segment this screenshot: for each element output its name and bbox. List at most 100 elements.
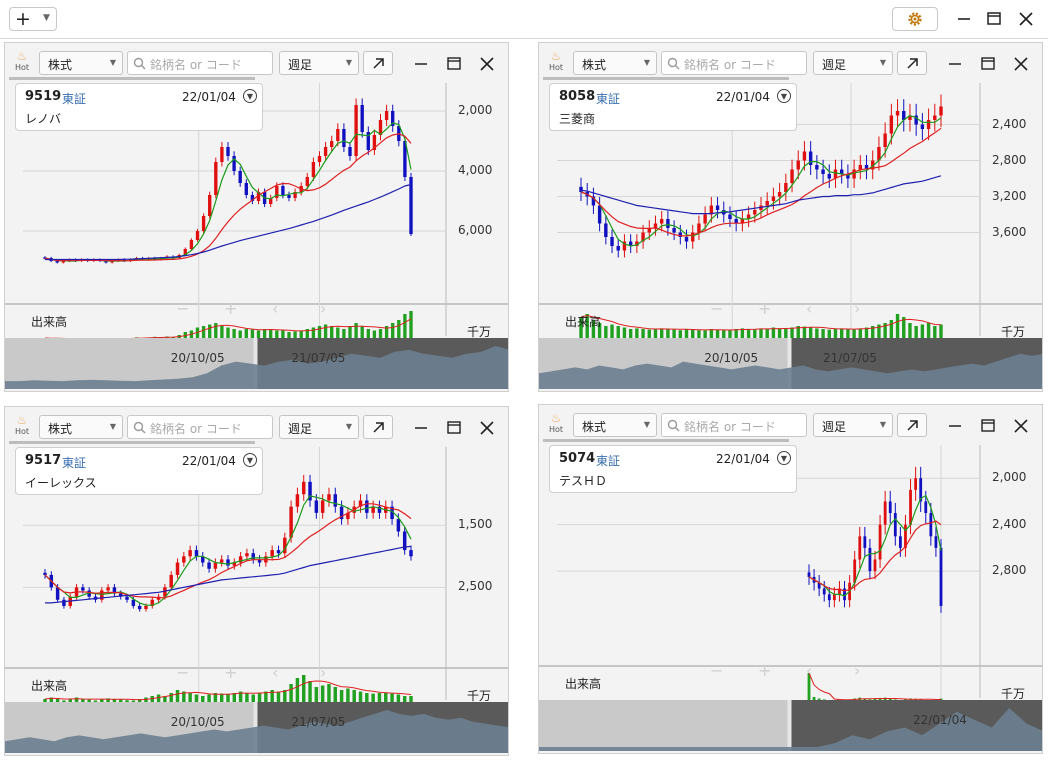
chevron-down-icon[interactable]: ▼ <box>243 453 257 467</box>
zoom-in-icon[interactable]: + <box>224 663 238 682</box>
security-type-select[interactable]: 株式 ▼ <box>39 415 123 439</box>
hot-button[interactable]: ♨ Hot <box>545 50 567 76</box>
zoom-out-icon[interactable]: − <box>176 663 190 682</box>
volume-bar <box>295 678 300 705</box>
maximize-icon[interactable] <box>978 416 998 436</box>
volume-ma-line <box>580 314 942 331</box>
symbol-search-input[interactable]: 銘柄名 or コード <box>661 413 807 437</box>
pan-left-icon[interactable]: ‹ <box>272 299 279 318</box>
popout-button[interactable] <box>363 51 393 75</box>
flame-icon: ♨ <box>16 413 28 427</box>
popout-button[interactable] <box>897 51 927 75</box>
candle-body <box>691 232 695 242</box>
minimize-icon[interactable] <box>945 54 965 74</box>
symbol-search-input[interactable]: 銘柄名 or コード <box>127 51 273 75</box>
close-icon[interactable] <box>1015 8 1037 30</box>
minimize-icon[interactable] <box>411 54 431 74</box>
candle-body <box>610 237 614 246</box>
popout-button[interactable] <box>897 413 927 437</box>
volume-ma-line <box>808 672 941 701</box>
pan-right-icon[interactable]: › <box>320 299 327 318</box>
security-type-select[interactable]: 株式 ▼ <box>39 51 123 75</box>
symbol-name: テスＨＤ <box>559 474 608 488</box>
minimize-icon[interactable] <box>953 8 975 30</box>
chevron-down-icon[interactable]: ▼ <box>243 89 257 103</box>
candle-body <box>251 553 255 560</box>
candle-body <box>709 205 714 215</box>
volume-bar <box>753 329 757 341</box>
hot-button[interactable]: ♨ Hot <box>11 414 33 440</box>
pan-left-icon[interactable]: ‹ <box>272 663 279 682</box>
volume-bar <box>213 693 218 705</box>
ma-long-line <box>45 183 412 261</box>
hot-button[interactable]: ♨ Hot <box>545 412 567 438</box>
candle-body <box>323 147 328 156</box>
maximize-icon[interactable] <box>444 54 464 74</box>
zoom-in-icon[interactable]: + <box>224 299 238 318</box>
candle-body <box>346 512 350 520</box>
period-select[interactable]: 週足 ▼ <box>279 51 359 75</box>
pan-right-icon[interactable]: › <box>854 299 861 318</box>
volume-bar <box>833 329 838 341</box>
symbol-search-input[interactable]: 銘柄名 or コード <box>661 51 807 75</box>
zoom-out-icon[interactable]: − <box>710 661 724 680</box>
minimize-icon[interactable] <box>411 418 431 438</box>
candle-body <box>843 588 846 601</box>
volume-bar <box>232 329 236 341</box>
ma-long-line <box>45 545 412 604</box>
y-tick-label: 2,400 <box>992 516 1027 531</box>
candle-body <box>822 588 826 595</box>
period-select[interactable]: 週足 ▼ <box>279 415 359 439</box>
x-tick-label: 21/07/05 <box>823 351 877 365</box>
candle-body <box>55 261 59 263</box>
security-type-value: 株式 <box>48 58 73 72</box>
minimize-icon[interactable] <box>945 416 965 436</box>
maximize-icon[interactable] <box>444 418 464 438</box>
zoom-out-icon[interactable]: − <box>176 299 190 318</box>
volume-bar <box>933 326 937 341</box>
volume-bar <box>330 326 334 341</box>
pan-left-icon[interactable]: ‹ <box>806 299 813 318</box>
volume-bar <box>815 328 819 341</box>
maximize-icon[interactable] <box>978 54 998 74</box>
security-type-value: 株式 <box>48 422 73 436</box>
candle-body <box>821 169 825 174</box>
candle-body <box>183 249 187 255</box>
volume-bar <box>591 320 596 341</box>
add-chart-button[interactable]: + ▼ <box>9 7 57 31</box>
pan-left-icon[interactable]: ‹ <box>806 661 813 680</box>
zoom-out-icon[interactable]: − <box>710 299 724 318</box>
volume-bar <box>939 324 943 341</box>
volume-label: 出来高 <box>31 315 68 329</box>
close-icon[interactable] <box>1011 54 1031 74</box>
security-type-select[interactable]: 株式 ▼ <box>573 51 657 75</box>
period-select[interactable]: 週足 ▼ <box>813 51 893 75</box>
ma-mid-line <box>580 127 942 237</box>
close-icon[interactable] <box>1011 416 1031 436</box>
period-select[interactable]: 週足 ▼ <box>813 413 893 437</box>
close-icon[interactable] <box>477 54 497 74</box>
chevron-down-icon[interactable]: ▼ <box>777 89 791 103</box>
chevron-down-icon[interactable]: ▼ <box>777 451 791 465</box>
candle-body <box>746 214 751 219</box>
search-icon <box>667 57 680 70</box>
settings-button[interactable] <box>892 7 938 31</box>
candle-body <box>802 151 807 161</box>
symbol-search-input[interactable]: 銘柄名 or コード <box>127 415 273 439</box>
zoom-in-icon[interactable]: + <box>758 661 772 680</box>
pan-right-icon[interactable]: › <box>854 661 861 680</box>
zoom-in-icon[interactable]: + <box>758 299 772 318</box>
popout-button[interactable] <box>363 415 393 439</box>
security-type-select[interactable]: 株式 ▼ <box>573 413 657 437</box>
hot-button[interactable]: ♨ Hot <box>11 50 33 76</box>
pan-right-icon[interactable]: › <box>320 663 327 682</box>
candle-body <box>678 232 683 237</box>
candle-body <box>358 500 363 507</box>
candle-body <box>939 547 943 606</box>
volume-bar <box>920 324 925 341</box>
maximize-icon[interactable] <box>983 8 1005 30</box>
ma-long-line <box>580 175 942 215</box>
candle-body <box>622 241 627 251</box>
close-icon[interactable] <box>477 418 497 438</box>
panel-tab-indicator <box>9 77 255 80</box>
